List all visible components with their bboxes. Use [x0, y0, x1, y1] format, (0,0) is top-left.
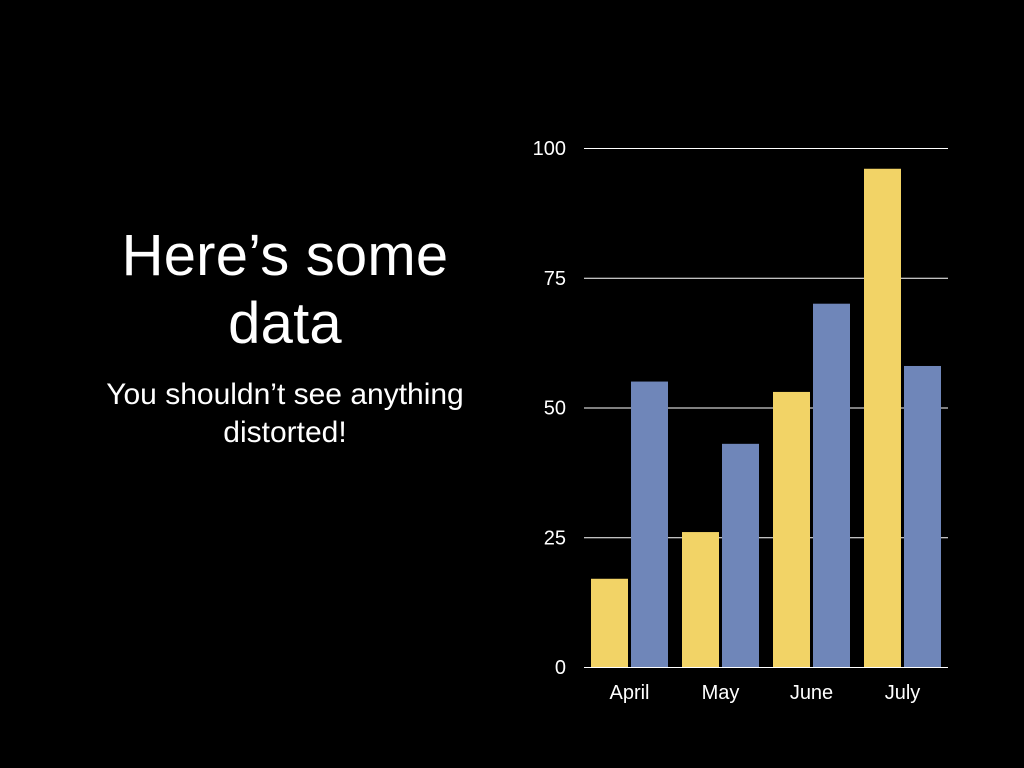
bar-april-series-1: [591, 578, 628, 667]
y-tick-label: 100: [533, 138, 566, 160]
x-category-label: April: [609, 682, 649, 704]
bar-may-series-2: [722, 443, 759, 667]
y-tick-label: 0: [555, 657, 566, 679]
y-tick-label: 50: [544, 398, 566, 420]
x-category-label: May: [702, 682, 740, 704]
axis-labels: 0 25 50 75 100 April May June July: [533, 138, 921, 704]
bar-april-series-2: [631, 381, 668, 667]
x-category-label: June: [790, 682, 833, 704]
bar-june-series-2: [813, 303, 850, 667]
y-tick-label: 25: [544, 527, 566, 549]
y-tick-label: 75: [544, 268, 566, 290]
bar-june-series-1: [773, 391, 810, 667]
bar-july-series-1: [864, 168, 901, 667]
bar-may-series-1: [682, 532, 719, 667]
slide-subtitle: You shouldn’t see anything distorted!: [106, 378, 464, 449]
x-category-label: July: [885, 682, 921, 704]
bars: [591, 168, 941, 667]
slide-title: Here’s some data: [121, 223, 449, 356]
bar-july-series-2: [904, 365, 941, 667]
title-block: Here’s some data You shouldn’t see anyth…: [60, 222, 510, 452]
